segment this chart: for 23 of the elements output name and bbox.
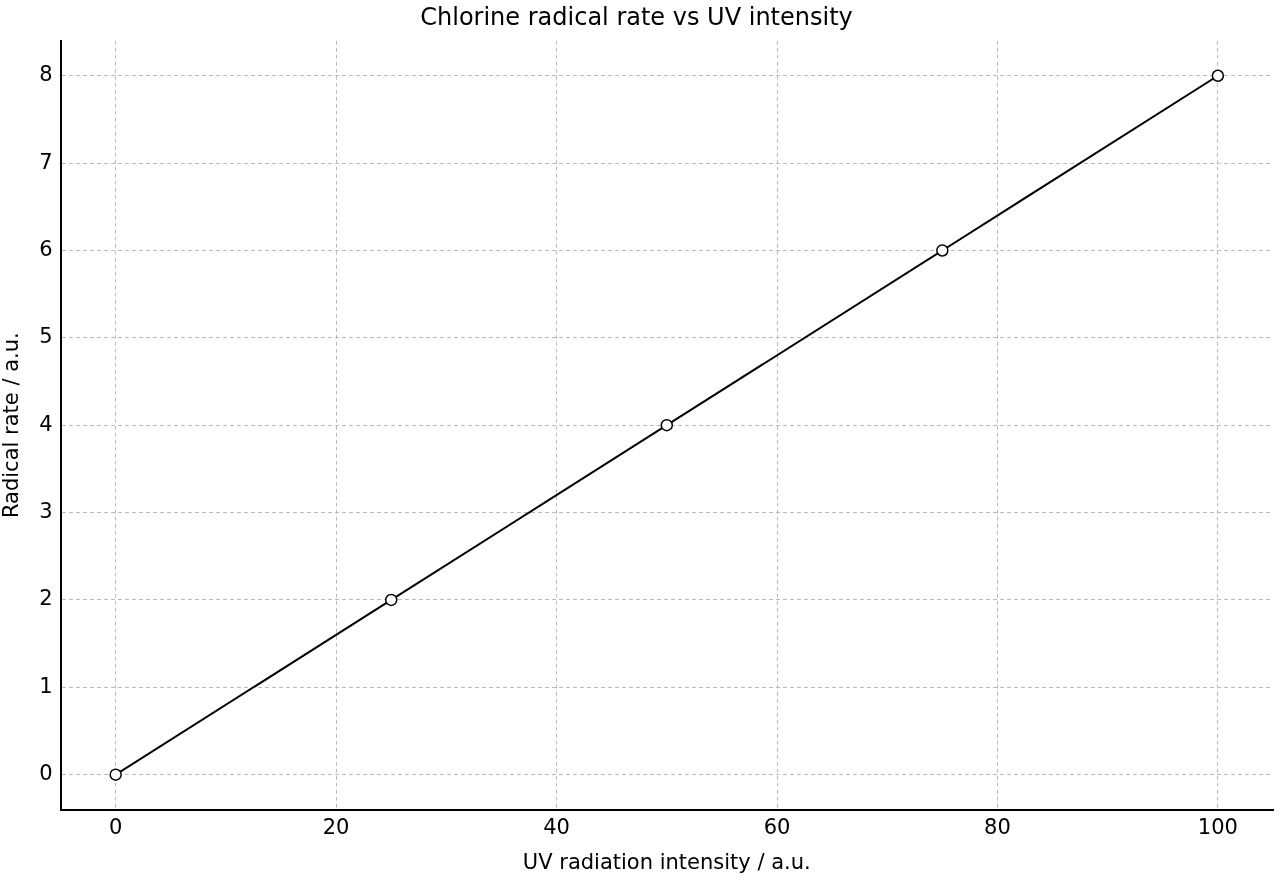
point [109,768,122,781]
point [384,593,398,607]
y-tick-label: 8 [39,62,53,87]
x-tick-label: 100 [1197,814,1238,839]
y-tick-label: 0 [39,761,53,786]
y-tick-label: 6 [39,236,53,261]
x-tick-label: 60 [763,814,791,839]
y-tick-label: 2 [39,586,53,611]
x-axis-title: UV radiation intensity / a.u. [522,849,811,874]
y-tick-label: 4 [39,411,53,436]
x-tick-label: 80 [984,814,1011,839]
y-tick-label: 1 [39,673,53,698]
chart-title: Chlorine radical rate vs UV intensity [420,2,853,31]
y-tick-label: 7 [39,149,53,174]
y-tick-label: 3 [39,499,53,524]
point [660,418,674,432]
y-axis-title: Radical rate / a.u. [0,332,24,519]
point [1211,69,1225,82]
y-tick-label: 5 [39,324,53,349]
x-tick-label: 40 [543,814,570,839]
point [936,244,949,257]
x-tick-label: 0 [108,814,123,839]
x-tick-label: 20 [322,814,350,839]
